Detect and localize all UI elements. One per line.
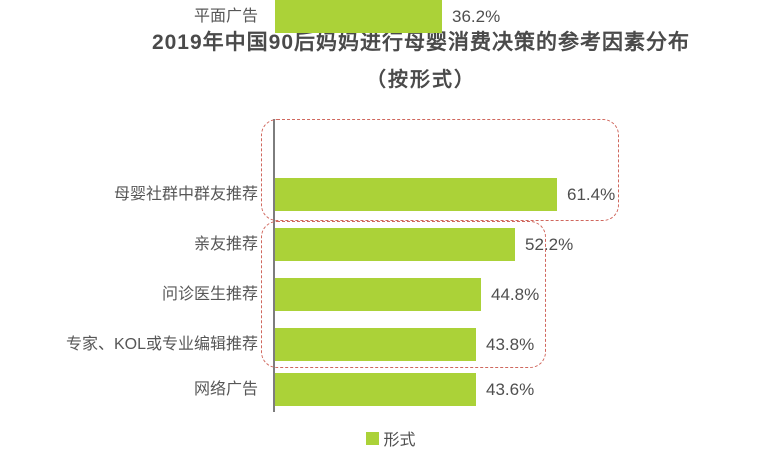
legend-label: 形式 — [383, 432, 416, 449]
bar-area: 43.6% — [275, 373, 534, 406]
value-label: 61.4% — [567, 184, 616, 204]
value-label: 43.8% — [486, 334, 535, 354]
value-label: 44.8% — [491, 284, 540, 304]
bar-row: 亲友推荐 52.2% — [0, 228, 782, 261]
category-label: 母婴社群中群友推荐 — [113, 186, 258, 203]
value-label: 36.2% — [452, 6, 501, 26]
value-label: 52.2% — [525, 234, 574, 254]
bar-row: 专家、KOL或专业编辑推荐 43.8% — [0, 328, 782, 361]
bar-area: 36.2% — [275, 0, 500, 33]
bar-row: 问诊医生推荐 44.8% — [0, 278, 782, 311]
value-label: 43.6% — [486, 379, 535, 399]
chart-title: 2019年中国90后妈妈进行母婴消费决策的参考因素分布 — [151, 31, 691, 54]
category-label: 网络广告 — [193, 381, 258, 398]
legend-swatch — [366, 431, 380, 445]
bar — [275, 328, 476, 361]
category-label: 平面广告 — [193, 8, 258, 25]
bar — [275, 278, 481, 311]
bar — [275, 178, 557, 211]
bar — [275, 228, 515, 261]
bar-row: 平面广告 36.2% — [0, 0, 782, 33]
bar-area: 44.8% — [275, 278, 539, 311]
bar — [275, 373, 476, 406]
bar — [275, 0, 442, 33]
bar-row: 母婴社群中群友推荐 61.4% — [0, 178, 782, 211]
bar-area: 61.4% — [275, 178, 615, 211]
legend: 形式 — [0, 426, 782, 450]
chart-subtitle: （按形式） — [366, 69, 476, 91]
category-label: 亲友推荐 — [193, 236, 258, 253]
bar-area: 43.8% — [275, 328, 534, 361]
title-block: 2019年中国90后妈妈进行母婴消费决策的参考因素分布 （按形式） — [60, 28, 782, 94]
bar-row: 网络广告 43.6% — [0, 373, 782, 406]
category-label: 专家、KOL或专业编辑推荐 — [65, 336, 258, 353]
y-axis-line — [273, 119, 275, 412]
bar-area: 52.2% — [275, 228, 573, 261]
category-label: 问诊医生推荐 — [161, 286, 258, 303]
